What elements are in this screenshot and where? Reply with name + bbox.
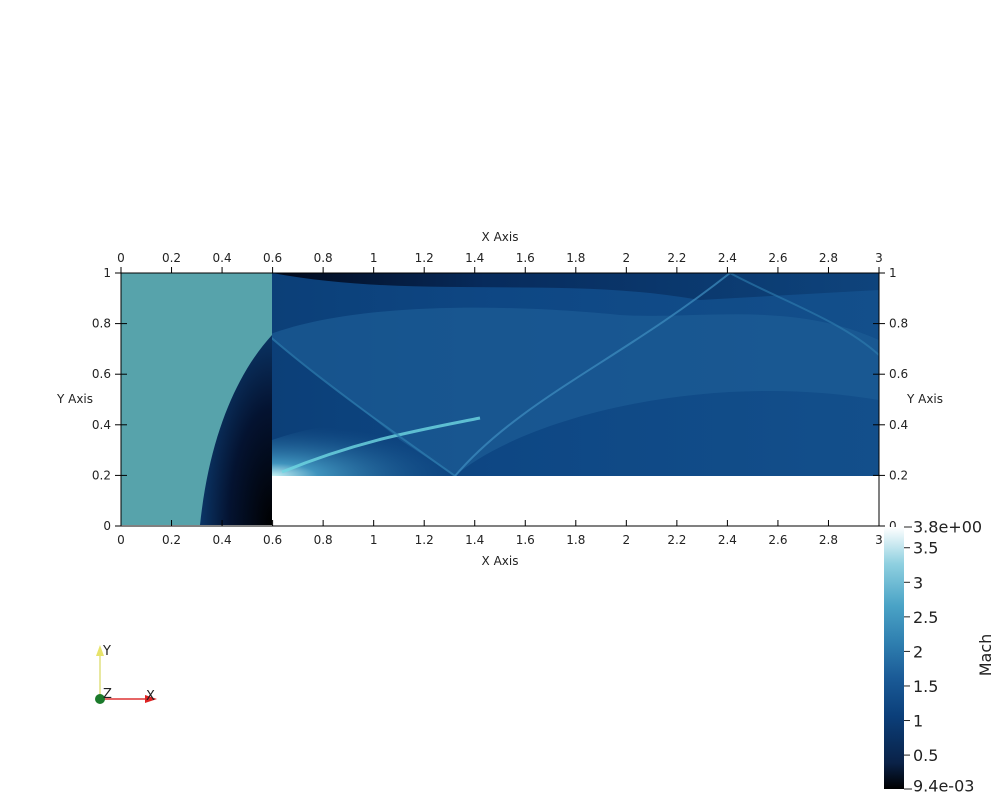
x-axis-bottom: 0 0.2 0.4 0.6 0.8 1 1.2 1.4 1.6 1.8 2 2.2 2.4 2.6 2.8 3 — [117, 520, 883, 547]
y-tick-label-left: 0.4 — [92, 418, 111, 432]
colorbar-tick-label: 2.5 — [913, 608, 938, 627]
orientation-y-label: Y — [102, 644, 111, 659]
colorbar-tick-label: 2 — [913, 642, 923, 661]
expansion-fan — [272, 424, 455, 476]
colorbar: 3.5 3 2.5 2 1.5 1 0.5 3.8e+00 9.4e-03 Mach — [884, 518, 995, 796]
y-tick-label-right: 0 — [889, 519, 897, 533]
x-tick-label-bottom: 0.6 — [263, 533, 282, 547]
x-tick-label-top: 2.6 — [768, 251, 787, 265]
orientation-z-label: Z — [103, 687, 112, 702]
x-tick-label-bottom: 1 — [370, 533, 378, 547]
x-tick-label-bottom: 0 — [117, 533, 125, 547]
x-tick-label-top: 2 — [623, 251, 631, 265]
y-tick-label-right: 1 — [889, 266, 897, 280]
x-tick-label-bottom: 2.8 — [819, 533, 838, 547]
y-tick-label-right: 0.2 — [889, 468, 908, 482]
y-tick-label-left: 0 — [103, 519, 111, 533]
x-tick-label-top: 1 — [370, 251, 378, 265]
x-tick-label-top: 0.2 — [162, 251, 181, 265]
step-obstacle — [272, 476, 880, 526]
reflected-shock — [267, 334, 456, 477]
colorbar-ticks: 3.5 3 2.5 2 1.5 1 0.5 — [904, 539, 938, 765]
y-tick-label-left: 0.8 — [92, 317, 111, 331]
x-tick-label-bottom: 2.6 — [768, 533, 787, 547]
reflected-shock-2 — [729, 273, 879, 356]
colorbar-tick-label: 0.5 — [913, 746, 938, 765]
y-tick-label-right: 0.4 — [889, 418, 908, 432]
orientation-x-label: X — [146, 689, 155, 704]
x-tick-label-top: 2.2 — [667, 251, 686, 265]
x-tick-label-bottom: 1.8 — [566, 533, 585, 547]
axes-frame — [120, 272, 880, 527]
x-tick-label-top: 0.6 — [263, 251, 282, 265]
colorbar-tick-label: 1 — [913, 712, 923, 731]
shock-line — [454, 273, 731, 477]
axes-grid — [120, 272, 880, 527]
colorbar-tick-label: 3.5 — [913, 539, 938, 558]
x-tick-label-bottom: 1.2 — [415, 533, 434, 547]
flow-field — [121, 273, 879, 525]
x-axis-title-top: X Axis — [482, 230, 519, 244]
x-tick-label-top: 1.2 — [415, 251, 434, 265]
y-axis-title-left: Y Axis — [56, 392, 93, 406]
x-tick-label-bottom: 0.2 — [162, 533, 181, 547]
colorbar-tick-label: 1.5 — [913, 677, 938, 696]
x-tick-label-bottom: 2.4 — [718, 533, 737, 547]
z-axis-dot — [95, 694, 105, 704]
x-tick-label-top: 2.8 — [819, 251, 838, 265]
x-axis-top: 0 0.2 0.4 0.6 0.8 1 1.2 1.4 1.6 1.8 2 2.2 2.4 2.6 2.8 3 — [117, 251, 883, 273]
x-axis-title-bottom: X Axis — [482, 554, 519, 568]
x-tick-label-top: 2.4 — [718, 251, 737, 265]
x-tick-label-top: 1.6 — [516, 251, 535, 265]
y-axis-right: 0 0.2 0.4 0.6 0.8 1 — [873, 266, 908, 533]
colorbar-min-label: 9.4e-03 — [913, 777, 974, 796]
x-tick-label-top: 0.8 — [314, 251, 333, 265]
y-axis-title-right: Y Axis — [906, 392, 943, 406]
x-tick-label-top: 1.8 — [566, 251, 585, 265]
colorbar-title: Mach — [976, 634, 995, 677]
x-tick-label-top: 0.4 — [213, 251, 232, 265]
x-tick-label-top: 0 — [117, 251, 125, 265]
inflow-region — [121, 273, 272, 525]
x-tick-label-bottom: 3 — [875, 533, 883, 547]
x-tick-label-bottom: 2.2 — [667, 533, 686, 547]
colorbar-gradient — [884, 527, 904, 789]
top-dark-region — [272, 273, 879, 300]
x-arrow-head — [145, 695, 157, 703]
orientation-axes[interactable]: Y X Z — [95, 644, 157, 704]
x-tick-label-top: 1.4 — [465, 251, 484, 265]
x-tick-label-bottom: 2 — [623, 533, 631, 547]
y-tick-label-left: 0.6 — [92, 367, 111, 381]
x-tick-label-bottom: 0.4 — [213, 533, 232, 547]
reflected-wave-band — [268, 307, 879, 476]
y-tick-label-right: 0.8 — [889, 317, 908, 331]
x-tick-label-bottom: 1.4 — [465, 533, 484, 547]
x-tick-label-bottom: 0.8 — [314, 533, 333, 547]
x-tick-label-bottom: 1.6 — [516, 533, 535, 547]
y-arrow-head — [96, 645, 104, 656]
y-tick-label-right: 0.6 — [889, 367, 908, 381]
colorbar-tick-label: 3 — [913, 573, 923, 592]
y-axis-left: 0 0.2 0.4 0.6 0.8 1 — [92, 266, 127, 533]
y-tick-label-left: 1 — [103, 266, 111, 280]
slip-line — [281, 416, 481, 474]
y-tick-label-left: 0.2 — [92, 468, 111, 482]
x-tick-label-top: 3 — [875, 251, 883, 265]
colorbar-max-label: 3.8e+00 — [913, 518, 982, 537]
